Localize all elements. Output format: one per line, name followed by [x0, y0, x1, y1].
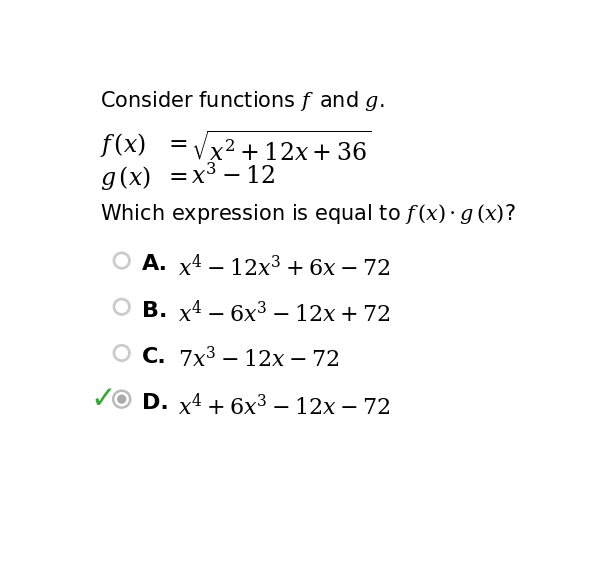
- Text: ✓: ✓: [91, 385, 116, 414]
- Text: Consider functions $f\,$ and $g$.: Consider functions $f\,$ and $g$.: [100, 89, 384, 113]
- Text: $f\,(x)$: $f\,(x)$: [100, 131, 146, 159]
- Text: $g\,(x)$: $g\,(x)$: [100, 164, 151, 191]
- Text: $x^4 + 6x^3 - 12x - 72$: $x^4 + 6x^3 - 12x - 72$: [177, 393, 390, 419]
- Text: $=$: $=$: [165, 164, 188, 187]
- Text: $7x^3 - 12x - 72$: $7x^3 - 12x - 72$: [177, 347, 339, 372]
- Text: D.: D.: [142, 393, 169, 413]
- Text: C.: C.: [142, 347, 166, 367]
- Text: Which expression is equal to $f\,(x)\,{\cdot}\, g\,(x)$?: Which expression is equal to $f\,(x)\,{\…: [100, 202, 516, 226]
- Circle shape: [117, 394, 126, 404]
- Text: $x^4 - 6x^3 - 12x + 72$: $x^4 - 6x^3 - 12x + 72$: [177, 300, 390, 327]
- Text: $\sqrt{x^2 + 12x + 36}$: $\sqrt{x^2 + 12x + 36}$: [192, 131, 371, 165]
- Text: B.: B.: [142, 300, 167, 321]
- Text: A.: A.: [142, 255, 168, 274]
- Text: $x^3 - 12$: $x^3 - 12$: [192, 164, 276, 189]
- Text: $=$: $=$: [165, 131, 188, 154]
- Text: $x^4 - 12x^3 + 6x - 72$: $x^4 - 12x^3 + 6x - 72$: [177, 255, 390, 281]
